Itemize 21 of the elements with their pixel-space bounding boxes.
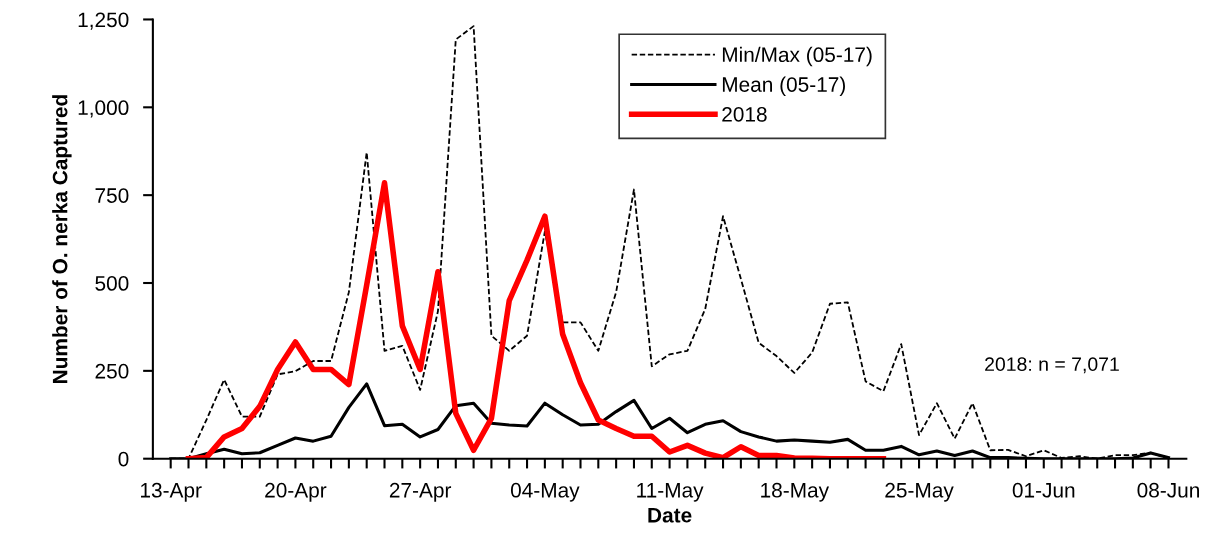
x-tick-label: 04-May	[510, 482, 580, 502]
y-tick-label: 1,000	[78, 100, 129, 118]
y-tick-label: 750	[95, 188, 129, 203]
x-tick-label: 01-Jun	[1012, 482, 1075, 498]
x-tick-label: 18-May	[761, 482, 830, 502]
y-tick-label: 500	[95, 276, 129, 291]
legend-label: 2018	[722, 106, 767, 122]
x-tick-label: 27-Apr	[389, 482, 452, 502]
y-tick-label: 0	[118, 451, 129, 467]
x-axis-title: Date	[648, 508, 692, 523]
annotation: 2018: n = 7,071	[985, 357, 1119, 374]
x-tick-label: 20-Apr	[265, 482, 327, 502]
y-tick-label: 1,250	[78, 12, 129, 30]
x-tick-label: 13-Apr	[141, 482, 202, 502]
x-tick-label: 11-May	[637, 483, 704, 502]
x-tick-label: 08-Jun	[1137, 482, 1199, 498]
y-tick-label: 250	[95, 363, 129, 379]
y-axis-title: Number of O. nerka Captured	[52, 95, 72, 383]
legend-label: Min/Max (05-17)	[722, 46, 872, 67]
legend-label: Mean (05-17)	[722, 76, 845, 97]
x-tick-label: 25-May	[885, 482, 954, 502]
